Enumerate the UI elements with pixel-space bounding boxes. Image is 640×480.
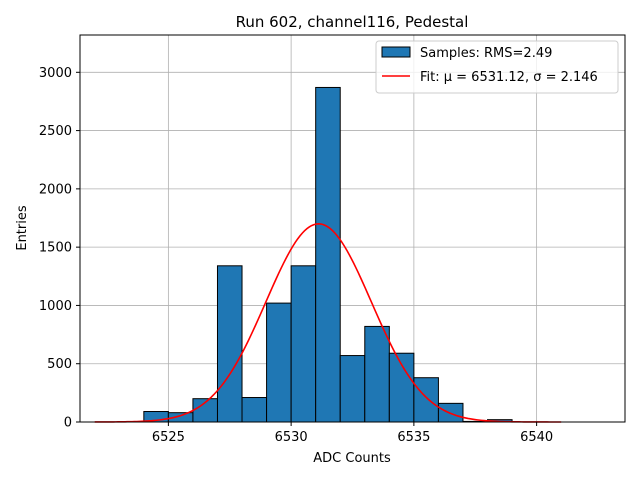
histogram-bar: [339, 355, 366, 423]
histogram-bar: [290, 265, 317, 423]
y-tick-label: 2000: [39, 182, 72, 197]
x-tick-label: 6525: [152, 430, 185, 445]
legend-fit-label: Fit: μ = 6531.12, σ = 2.146: [420, 70, 598, 85]
histogram-bar: [241, 397, 268, 423]
y-axis-label: Entries: [15, 205, 30, 251]
histogram-bar: [266, 302, 292, 423]
plot-frame: [79, 34, 626, 423]
fit-curve: [94, 223, 562, 423]
y-tick-label: 2500: [39, 124, 72, 139]
histogram-bar: [413, 377, 439, 423]
y-tick-label: 3000: [39, 66, 72, 81]
histogram-bar: [216, 265, 243, 423]
y-tick-label: 0: [64, 416, 72, 431]
x-axis-label: ADC Counts: [313, 451, 391, 466]
histogram-bars: [143, 86, 513, 423]
legend-histogram-label: Samples: RMS=2.49: [420, 46, 552, 61]
chart-title: Run 602, channel116, Pedestal: [236, 13, 469, 31]
x-tick-label: 6540: [520, 430, 553, 445]
histogram-bar: [364, 325, 390, 423]
x-tick-label: 6530: [275, 430, 308, 445]
y-tick-label: 1000: [39, 299, 72, 314]
axis-ticks: 6525 6530 6535 6540 0 500 1000 1500 2000 2500 3000: [39, 66, 553, 445]
legend-histogram-swatch: [381, 46, 411, 58]
y-tick-label: 500: [47, 357, 72, 372]
y-tick-label: 1500: [39, 241, 72, 256]
legend: Samples: RMS=2.49 Fit: μ = 6531.12, σ = …: [375, 40, 619, 94]
legend-box: [375, 40, 619, 94]
histogram-bar: [315, 86, 341, 423]
x-tick-label: 6535: [397, 430, 430, 445]
